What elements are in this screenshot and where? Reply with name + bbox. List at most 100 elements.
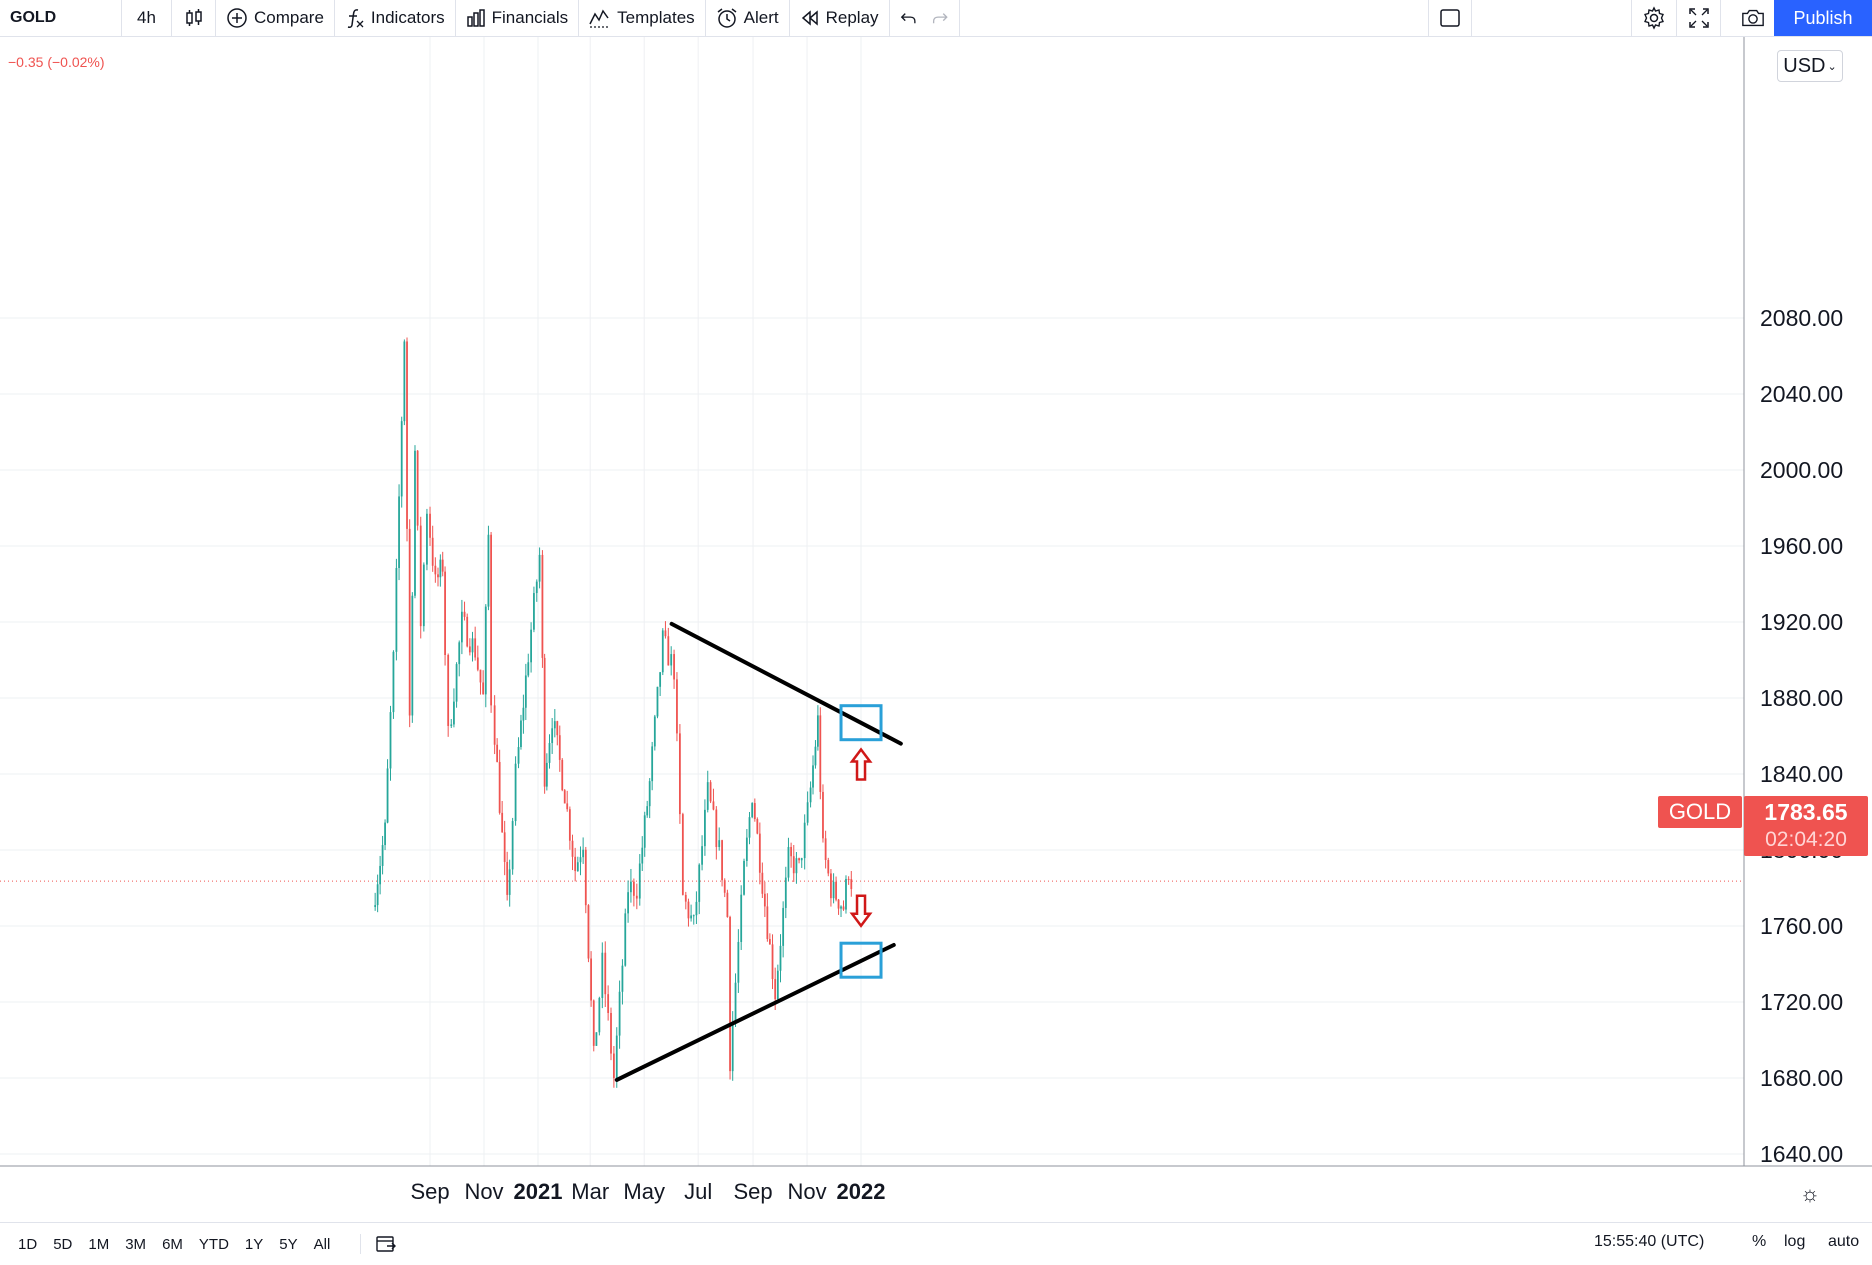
candle-body <box>692 915 695 917</box>
symbol-label: GOLD <box>10 9 57 26</box>
candle-body <box>723 880 726 893</box>
time-axis-label: Nov <box>464 1179 503 1204</box>
gear-icon <box>1644 6 1664 30</box>
range-3m[interactable]: 3M <box>125 1235 147 1253</box>
candle-body <box>530 629 532 663</box>
indicators-button[interactable]: Indicators <box>335 0 456 36</box>
templates-button[interactable]: Templates <box>579 0 706 36</box>
log-toggle[interactable]: log <box>1784 1233 1806 1250</box>
alert-button[interactable]: Alert <box>706 0 790 36</box>
candle-body <box>737 941 740 983</box>
candle-body <box>395 567 398 652</box>
candle-body <box>835 881 837 900</box>
price-axis-label: 1960.00 <box>1760 533 1843 559</box>
candle-body <box>758 833 761 873</box>
candle-body <box>386 768 389 823</box>
arrow-down-icon <box>849 894 873 928</box>
candle-body <box>592 1000 595 1046</box>
candle-body <box>517 747 520 764</box>
chart-area[interactable]: 2080.00 2040.00 2000.00 1960.00 1920.00 1880.… <box>0 37 1872 1222</box>
candle-body <box>604 952 607 995</box>
candle-body <box>503 832 506 862</box>
candle-body <box>704 809 706 847</box>
candle-body <box>484 606 487 695</box>
candle-body <box>731 1021 734 1072</box>
range-1d[interactable]: 1D <box>18 1235 38 1253</box>
rewind-icon <box>801 10 818 26</box>
candle-body <box>667 636 670 666</box>
candle-body <box>579 857 582 863</box>
candle-body <box>771 944 774 980</box>
percent-toggle[interactable]: % <box>1752 1233 1767 1250</box>
bar-countdown: 02:04:20 <box>1765 828 1847 851</box>
financials-button[interactable]: Financials <box>456 0 580 36</box>
undo-icon[interactable] <box>900 10 918 26</box>
candle-body <box>398 496 400 568</box>
range-all[interactable]: All <box>313 1235 331 1253</box>
range-ytd[interactable]: YTD <box>198 1235 229 1253</box>
price-chart[interactable]: 2080.00 2040.00 2000.00 1960.00 1920.00 1880.… <box>0 37 1872 1222</box>
candle-body <box>787 846 790 878</box>
candle-body <box>695 901 698 916</box>
candle-body <box>850 879 853 890</box>
layout-button[interactable] <box>1428 0 1472 36</box>
candle-body <box>455 664 458 702</box>
last-price-value: 1783.65 <box>1764 799 1848 825</box>
fullscreen-button[interactable] <box>1677 0 1721 36</box>
range-5d[interactable]: 5D <box>53 1235 73 1253</box>
candle-body <box>641 847 644 864</box>
candle-body <box>601 952 604 998</box>
replay-button[interactable]: Replay <box>790 0 890 36</box>
candle-body <box>535 581 538 594</box>
candle-body <box>522 707 525 721</box>
top-toolbar: GOLD 4h Compare Indicators <box>0 0 1872 37</box>
range-1y[interactable]: 1Y <box>244 1235 264 1253</box>
currency-select[interactable]: USD ⌄ <box>1777 50 1843 82</box>
symbol-price-tag: GOLD <box>1658 796 1742 828</box>
candle-body <box>779 945 782 971</box>
candle-body <box>745 837 748 861</box>
candle-body <box>814 746 817 766</box>
compare-button[interactable]: Compare <box>216 0 335 36</box>
candle-body <box>819 715 822 792</box>
range-1m[interactable]: 1M <box>88 1235 110 1253</box>
chart-type-button[interactable] <box>172 0 216 36</box>
candle-body <box>450 724 453 726</box>
time-axis-label: May <box>623 1179 665 1204</box>
snapshot-button[interactable] <box>1731 0 1775 36</box>
candle-body <box>621 965 624 992</box>
candle-body <box>416 450 419 526</box>
lower-trendline <box>614 943 896 1082</box>
publish-button[interactable]: Publish <box>1774 0 1872 36</box>
candles-icon <box>185 9 202 26</box>
candle-body <box>845 878 847 910</box>
goto-date-button[interactable] <box>360 1234 397 1254</box>
price-change: −0.35 (−0.02%) <box>8 54 105 70</box>
candle-body <box>506 861 509 895</box>
settings-button[interactable] <box>1631 0 1677 36</box>
candle-body <box>653 716 656 747</box>
candle-body <box>795 858 798 874</box>
candle-body <box>701 846 703 865</box>
redo-icon[interactable] <box>931 10 949 26</box>
candle-body <box>520 720 522 748</box>
range-5y[interactable]: 5Y <box>279 1235 298 1253</box>
candle-body <box>792 856 795 874</box>
utc-clock[interactable]: 15:55:40 (UTC) <box>1594 1233 1705 1250</box>
candle-body <box>479 669 482 683</box>
square-icon <box>1440 9 1460 27</box>
plus-circle-icon <box>227 8 247 28</box>
candle-body <box>809 787 812 803</box>
candle-body <box>726 892 729 918</box>
price-axis-label: 2040.00 <box>1760 381 1843 407</box>
candle-body <box>460 611 463 643</box>
auto-toggle[interactable]: auto <box>1828 1233 1860 1250</box>
candle-body <box>414 450 416 596</box>
symbol-search[interactable]: GOLD <box>0 0 122 36</box>
candle-body <box>684 894 687 902</box>
candle-body <box>511 821 514 870</box>
candle-body <box>803 822 806 859</box>
fullscreen-icon <box>1688 8 1709 28</box>
interval-button[interactable]: 4h <box>122 0 172 36</box>
range-6m[interactable]: 6M <box>162 1235 183 1253</box>
